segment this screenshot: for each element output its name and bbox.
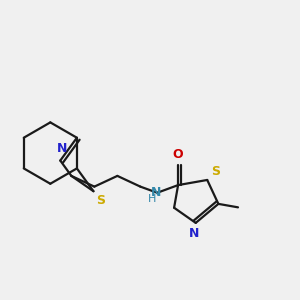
Text: N: N	[189, 226, 200, 240]
Text: O: O	[173, 148, 183, 161]
Text: H: H	[148, 194, 156, 204]
Text: N: N	[151, 186, 161, 199]
Text: S: S	[97, 194, 106, 207]
Text: S: S	[211, 165, 220, 178]
Text: N: N	[57, 142, 67, 155]
